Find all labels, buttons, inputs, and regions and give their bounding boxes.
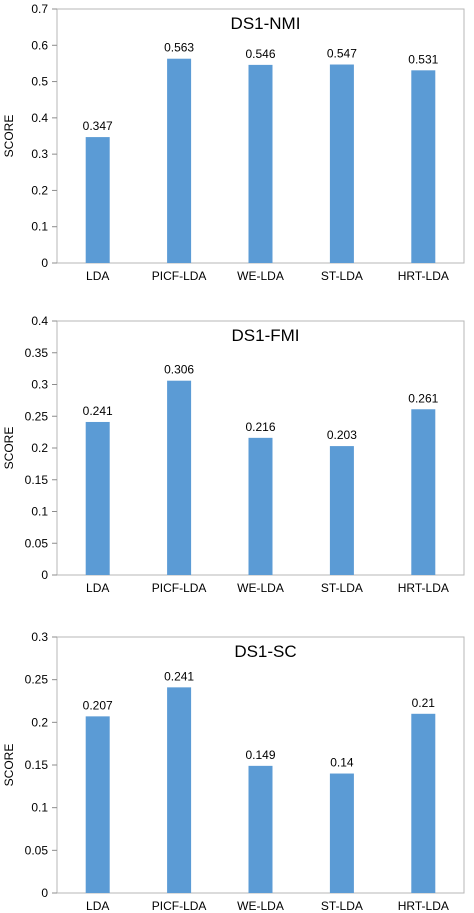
x-category-label: ST-LDA <box>321 581 363 595</box>
chart-svg: 0 0.05 0.1 0.15 0.2 0.25 0.3 0.35 0.4 SCORE DS1-FM… <box>2 314 465 595</box>
bar <box>248 64 273 263</box>
bar <box>411 409 436 575</box>
x-category-label: LDA <box>86 899 109 913</box>
x-category-label: HRT-LDA <box>398 269 449 283</box>
y-tick-label: 0.25 <box>25 673 49 687</box>
y-tick-label: 0.7 <box>31 2 48 16</box>
bar <box>329 64 354 263</box>
bar <box>167 687 192 893</box>
x-category-label: LDA <box>86 581 109 595</box>
y-tick-label: 0.3 <box>31 147 48 161</box>
fmi-chart: 0 0.05 0.1 0.15 0.2 0.25 0.3 0.35 0.4 SCORE DS1-FM… <box>0 312 474 612</box>
y-tick-label: 0.6 <box>31 38 48 52</box>
bar-value-label: 0.21 <box>412 696 436 710</box>
y-tick-label: 0.2 <box>31 183 48 197</box>
y-axis-label: SCORE <box>2 115 16 158</box>
y-tick-label: 0.2 <box>31 441 48 455</box>
y-tick-label: 0.4 <box>31 314 48 328</box>
x-category-label: WE-LDA <box>237 581 284 595</box>
y-tick-label: 0.35 <box>25 346 49 360</box>
sc-chart: 0 0.05 0.1 0.15 0.2 0.25 0.3 SCORE DS1-SC 0.207 LD… <box>0 628 474 913</box>
bar <box>167 380 192 575</box>
bar-value-label: 0.547 <box>327 47 357 61</box>
y-tick-label: 0.1 <box>31 801 48 815</box>
bar <box>85 716 110 893</box>
x-category-label: HRT-LDA <box>398 581 449 595</box>
y-tick-label: 0.25 <box>25 409 49 423</box>
chart-svg: 0 0.1 0.2 0.3 0.4 0.5 0.6 0.7 SCORE DS1-NMI 0.347 L… <box>2 2 465 283</box>
y-tick-label: 0 <box>41 256 48 270</box>
bar <box>411 713 436 893</box>
x-category-label: ST-LDA <box>321 269 363 283</box>
y-tick-label: 0.1 <box>31 220 48 234</box>
x-category-label: ST-LDA <box>321 899 363 913</box>
x-category-label: HRT-LDA <box>398 899 449 913</box>
y-tick-label: 0.4 <box>31 111 48 125</box>
y-tick-label: 0.05 <box>25 843 49 857</box>
chart-svg: 0 0.05 0.1 0.15 0.2 0.25 0.3 SCORE DS1-SC 0.207 LD… <box>2 630 465 913</box>
y-tick-label: 0.5 <box>31 75 48 89</box>
bar-value-label: 0.207 <box>83 698 113 712</box>
bar-value-label: 0.241 <box>83 404 113 418</box>
bar-value-label: 0.149 <box>245 748 275 762</box>
bar-value-label: 0.546 <box>245 47 275 61</box>
bar-value-label: 0.216 <box>245 420 275 434</box>
bar-value-label: 0.14 <box>330 756 354 770</box>
y-axis-label: SCORE <box>2 427 16 470</box>
y-tick-label: 0 <box>41 886 48 900</box>
bar-value-label: 0.563 <box>164 41 194 55</box>
bar-value-label: 0.203 <box>327 428 357 442</box>
bar <box>329 773 354 893</box>
bar <box>85 137 110 263</box>
bar <box>248 765 273 893</box>
y-tick-label: 0.15 <box>25 473 49 487</box>
bar-value-label: 0.531 <box>408 52 438 66</box>
x-category-label: WE-LDA <box>237 269 284 283</box>
bar <box>329 446 354 575</box>
y-tick-label: 0.2 <box>31 715 48 729</box>
chart-title: DS1-FMI <box>232 326 300 345</box>
bar <box>85 421 110 575</box>
chart-title: DS1-SC <box>234 642 296 661</box>
y-tick-label: 0.3 <box>31 378 48 392</box>
y-tick-label: 0 <box>41 568 48 582</box>
x-category-label: LDA <box>86 269 109 283</box>
nmi-chart: 0 0.1 0.2 0.3 0.4 0.5 0.6 0.7 SCORE DS1-NMI 0.347 L… <box>0 0 474 285</box>
bar-value-label: 0.306 <box>164 363 194 377</box>
y-tick-label: 0.05 <box>25 536 49 550</box>
y-tick-label: 0.15 <box>25 758 49 772</box>
bar-value-label: 0.347 <box>83 119 113 133</box>
bar <box>167 58 192 264</box>
bar-value-label: 0.261 <box>408 391 438 405</box>
x-category-label: PICF-LDA <box>152 581 207 595</box>
x-category-label: WE-LDA <box>237 899 284 913</box>
bar <box>411 70 436 263</box>
bar <box>248 437 273 575</box>
y-tick-label: 0.3 <box>31 630 48 644</box>
x-category-label: PICF-LDA <box>152 269 207 283</box>
y-tick-label: 0.1 <box>31 505 48 519</box>
x-category-label: PICF-LDA <box>152 899 207 913</box>
chart-title: DS1-NMI <box>231 14 301 33</box>
y-axis-label: SCORE <box>2 744 16 787</box>
bar-value-label: 0.241 <box>164 669 194 683</box>
